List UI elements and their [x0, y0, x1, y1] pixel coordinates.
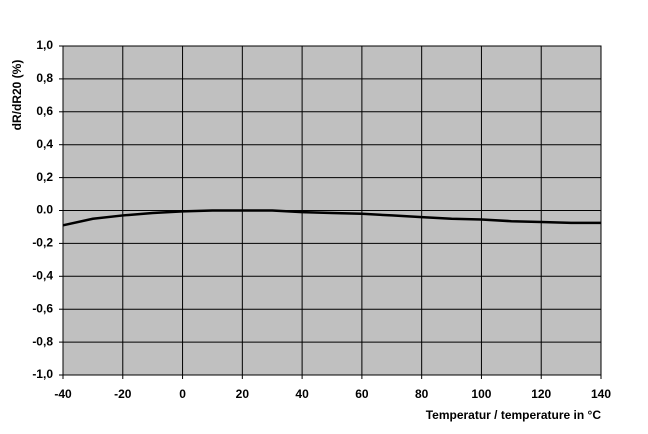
line-series	[62, 209, 601, 227]
y-tick-label: -0,2	[32, 236, 53, 250]
x-tick-label: 100	[471, 387, 491, 401]
x-tick-label: 40	[295, 387, 309, 401]
y-tick-label: -0,8	[32, 334, 53, 348]
x-tick-label: 20	[236, 387, 250, 401]
y-tick-label: -1,0	[32, 367, 53, 381]
x-tick-label: -20	[114, 387, 132, 401]
y-tick-label: 0,4	[36, 137, 53, 151]
y-tick-label: 0.0	[36, 203, 53, 217]
y-tick-label: 1,0	[36, 38, 53, 52]
y-tick-label: 0,6	[36, 104, 53, 118]
x-tick-label: 60	[355, 387, 369, 401]
y-axis-label: dR/dR20 (%)	[10, 60, 24, 131]
y-tick-label: 0,2	[36, 170, 53, 184]
y-tick-label: 0,8	[36, 71, 53, 85]
y-tick-label: -0,4	[32, 268, 53, 282]
x-tick-label: 0	[179, 387, 186, 401]
y-tick-label: -0,6	[32, 301, 53, 315]
x-tick-label: 140	[591, 387, 611, 401]
x-tick-label: -40	[54, 387, 72, 401]
x-axis-label: Temperatur / temperature in °C	[426, 408, 602, 422]
x-tick-label: 120	[531, 387, 551, 401]
x-tick-label: 80	[415, 387, 429, 401]
